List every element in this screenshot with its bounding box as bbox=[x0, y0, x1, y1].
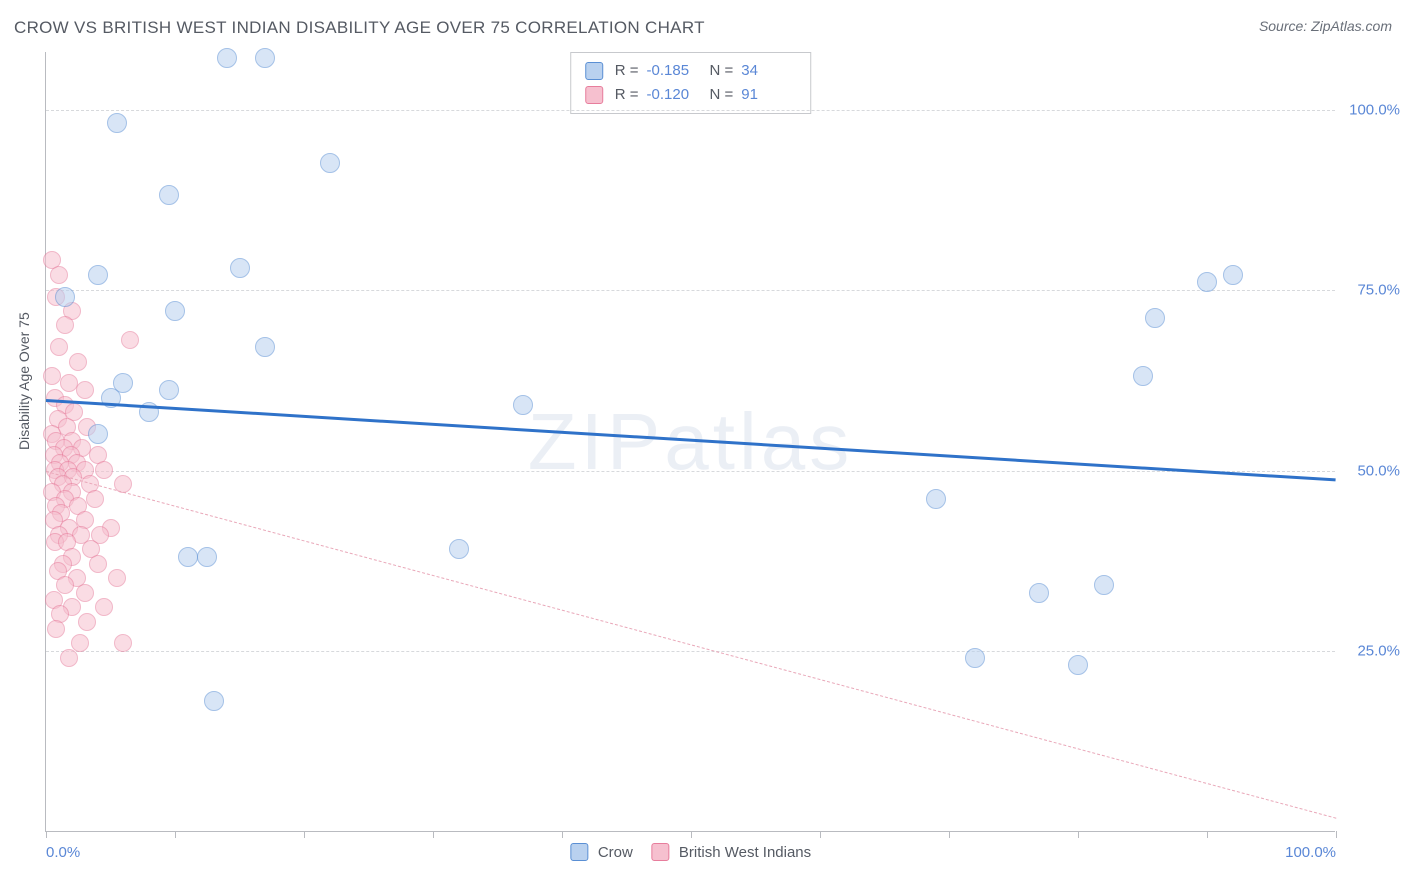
bwi-point bbox=[50, 266, 68, 284]
x-tick bbox=[1207, 831, 1208, 838]
bwi-point bbox=[121, 331, 139, 349]
crow-point bbox=[513, 395, 533, 415]
crow-point bbox=[165, 301, 185, 321]
legend-item-bwi: British West Indians bbox=[651, 843, 811, 861]
crow-point bbox=[159, 185, 179, 205]
y-tick-label: 25.0% bbox=[1340, 643, 1400, 660]
bwi-point bbox=[76, 584, 94, 602]
y-tick-label: 100.0% bbox=[1340, 101, 1400, 118]
crow-point bbox=[1133, 366, 1153, 386]
bwi-point bbox=[114, 634, 132, 652]
bwi-point bbox=[86, 490, 104, 508]
bwi-point bbox=[76, 381, 94, 399]
crow-point bbox=[197, 547, 217, 567]
x-tick bbox=[175, 831, 176, 838]
bwi-point bbox=[47, 620, 65, 638]
crow-point bbox=[320, 153, 340, 173]
x-tick bbox=[304, 831, 305, 838]
gridline bbox=[46, 290, 1335, 291]
crow-point bbox=[965, 648, 985, 668]
swatch-crow bbox=[570, 843, 588, 861]
stats-row-crow: R = -0.185 N = 34 bbox=[585, 59, 797, 83]
crow-point bbox=[449, 539, 469, 559]
bwi-point bbox=[69, 353, 87, 371]
y-tick-label: 50.0% bbox=[1340, 462, 1400, 479]
crow-point bbox=[107, 113, 127, 133]
y-axis-label: Disability Age Over 75 bbox=[16, 312, 32, 450]
swatch-crow bbox=[585, 62, 603, 80]
crow-point bbox=[217, 48, 237, 68]
crow-point bbox=[1145, 308, 1165, 328]
swatch-bwi bbox=[651, 843, 669, 861]
legend-item-crow: Crow bbox=[570, 843, 633, 861]
crow-point bbox=[1029, 583, 1049, 603]
x-tick-label: 100.0% bbox=[1285, 844, 1336, 861]
crow-point bbox=[255, 337, 275, 357]
x-tick bbox=[949, 831, 950, 838]
crow-point bbox=[159, 380, 179, 400]
x-tick-label: 0.0% bbox=[46, 844, 80, 861]
chart-title: CROW VS BRITISH WEST INDIAN DISABILITY A… bbox=[14, 18, 705, 38]
crow-point bbox=[1068, 655, 1088, 675]
crow-point bbox=[88, 424, 108, 444]
crow-point bbox=[1223, 265, 1243, 285]
gridline bbox=[46, 110, 1335, 111]
bwi-point bbox=[50, 338, 68, 356]
crow-point bbox=[926, 489, 946, 509]
bwi-point bbox=[95, 598, 113, 616]
bwi-point bbox=[89, 555, 107, 573]
stats-row-bwi: R = -0.120 N = 91 bbox=[585, 83, 797, 107]
y-tick-label: 75.0% bbox=[1340, 282, 1400, 299]
crow-trendline bbox=[46, 399, 1336, 481]
x-tick bbox=[820, 831, 821, 838]
series-legend: Crow British West Indians bbox=[570, 843, 811, 861]
crow-point bbox=[255, 48, 275, 68]
crow-point bbox=[230, 258, 250, 278]
bwi-point bbox=[78, 613, 96, 631]
crow-point bbox=[204, 691, 224, 711]
crow-point bbox=[1094, 575, 1114, 595]
stats-legend: R = -0.185 N = 34 R = -0.120 N = 91 bbox=[570, 52, 812, 114]
bwi-point bbox=[95, 461, 113, 479]
bwi-point bbox=[43, 367, 61, 385]
x-tick bbox=[691, 831, 692, 838]
bwi-point bbox=[60, 649, 78, 667]
bwi-trendline bbox=[46, 471, 1336, 819]
x-tick bbox=[1078, 831, 1079, 838]
gridline bbox=[46, 651, 1335, 652]
crow-point bbox=[88, 265, 108, 285]
x-tick bbox=[46, 831, 47, 838]
source-label: Source: ZipAtlas.com bbox=[1259, 18, 1392, 34]
bwi-point bbox=[108, 569, 126, 587]
crow-point bbox=[178, 547, 198, 567]
swatch-bwi bbox=[585, 86, 603, 104]
crow-point bbox=[1197, 272, 1217, 292]
gridline bbox=[46, 471, 1335, 472]
scatter-plot: ZIPatlas R = -0.185 N = 34 R = -0.120 N … bbox=[45, 52, 1335, 832]
x-tick bbox=[433, 831, 434, 838]
bwi-point bbox=[56, 316, 74, 334]
x-tick bbox=[1336, 831, 1337, 838]
x-tick bbox=[562, 831, 563, 838]
crow-point bbox=[55, 287, 75, 307]
